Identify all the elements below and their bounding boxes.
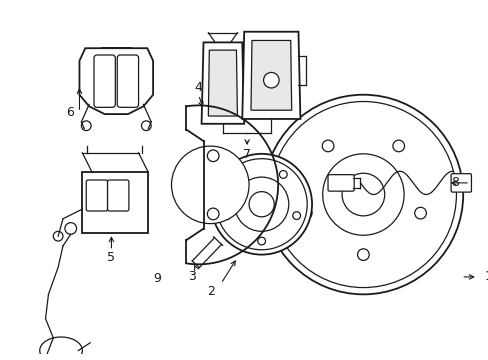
Polygon shape [250,40,291,110]
FancyBboxPatch shape [450,174,470,192]
Text: 4: 4 [194,81,202,94]
Text: 9: 9 [153,273,161,285]
Text: 7: 7 [243,148,251,161]
Polygon shape [208,50,237,116]
Circle shape [171,146,248,224]
Text: 3: 3 [187,270,195,283]
Text: 5: 5 [107,251,115,264]
Circle shape [211,154,311,255]
FancyBboxPatch shape [86,180,107,211]
FancyBboxPatch shape [117,55,138,107]
Polygon shape [201,42,244,124]
FancyBboxPatch shape [94,55,115,107]
Polygon shape [242,32,300,119]
Polygon shape [80,48,153,114]
Polygon shape [82,172,148,233]
FancyBboxPatch shape [327,175,353,191]
Text: 6: 6 [66,106,74,119]
Text: 2: 2 [207,285,215,298]
Text: 8: 8 [450,176,459,189]
Text: 1: 1 [484,270,488,283]
Circle shape [263,72,279,88]
FancyBboxPatch shape [107,180,129,211]
